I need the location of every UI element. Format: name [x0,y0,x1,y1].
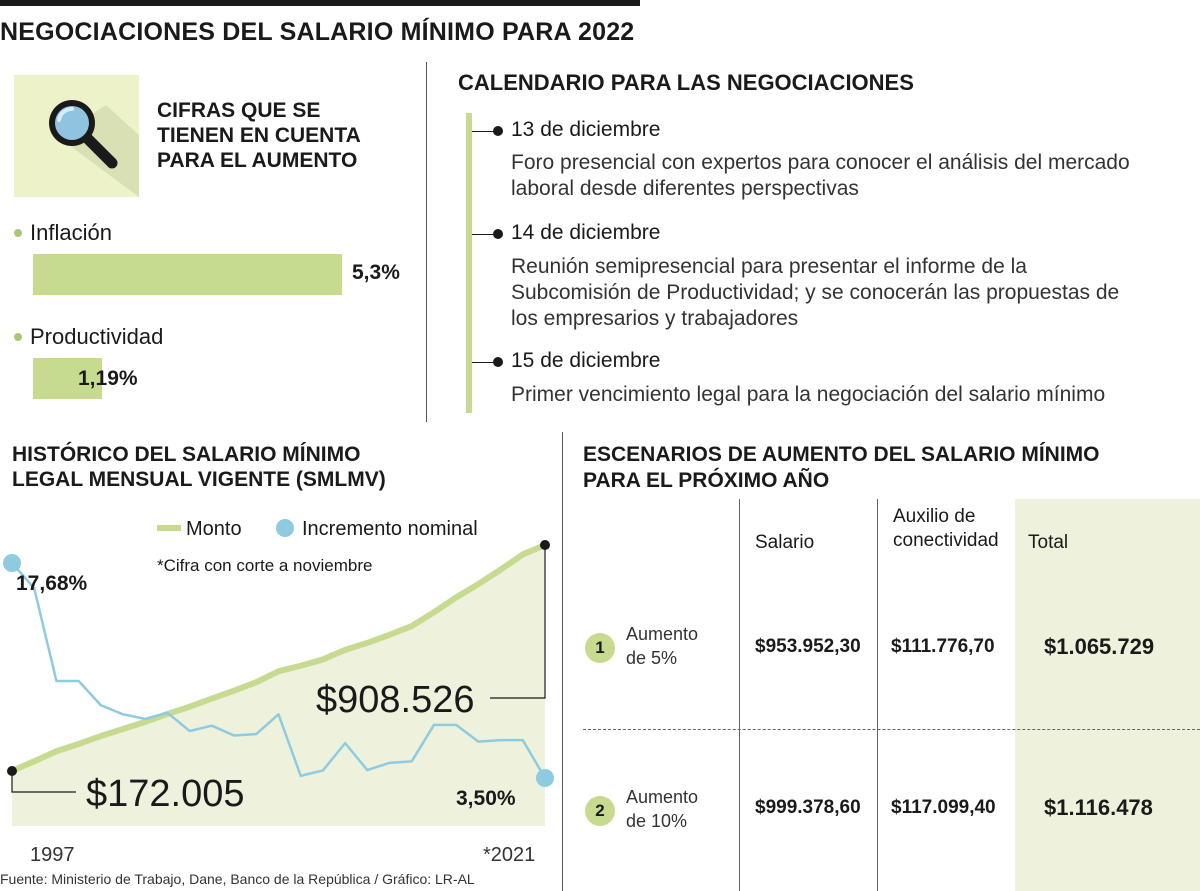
escenarios-title-line: ESCENARIOS DE AUMENTO DEL SALARIO MÍNIMO [583,443,1100,466]
row-label-line: de 10% [626,811,688,831]
row-number-badge: 2 [585,796,615,826]
col-head-auxilio-line: Auxilio de [893,506,976,527]
event-desc-line: los empresarios y trabajadores [511,307,799,330]
chart-note: *Cifra con corte a noviembre [157,556,372,575]
cifras-title-line: CIFRAS QUE SE [157,99,321,122]
escenarios-title: ESCENARIOS DE AUMENTO DEL SALARIO MÍNIMO… [583,442,1099,494]
factor-label-inflacion: Inflación [30,220,112,245]
row-number-badge: 1 [585,633,615,663]
bullet-dot [14,229,22,237]
event-desc-line: Foro presencial con expertos para conoce… [511,151,1130,174]
monto-area [12,545,545,826]
monto-end-leader [490,545,546,699]
legend-monto-label: Monto [186,518,242,540]
row-label-line: Aumento [626,787,699,807]
bar-inflacion [33,254,342,295]
cell-total: $1.065.729 [1044,634,1155,659]
row-label-line: de 5% [626,648,678,668]
incremento-end-point [536,769,554,787]
event-desc-line: laboral desde diferentes perspectivas [511,177,859,200]
event-connector [472,362,498,363]
total-column-background [1015,499,1200,891]
cifras-title: CIFRAS QUE SE TIENEN EN CUENTA PARA EL A… [157,98,361,173]
section-divider [426,62,427,422]
legend-incremento-swatch [276,519,294,537]
salary-history-chart: Monto Incremento nominal *Cifra con cort… [3,500,554,866]
row-separator [583,729,1200,730]
callouts [3,540,554,793]
monto-start-label: $172.005 [86,773,245,815]
event-desc-line: Primer vencimiento legal para la negocia… [511,383,1106,406]
column-divider [739,499,740,891]
magnifier-icon [49,100,139,197]
event-dot [493,229,503,239]
event-description: Foro presencial con expertos para conoce… [511,150,1191,202]
event-date: 14 de diciembre [511,221,661,244]
cell-total: $1.116.478 [1044,795,1153,820]
section-divider [562,432,563,891]
x-end-label: *2021 [483,844,535,866]
row-label: Aumento de 5% [626,622,698,670]
monto-start-leader [11,771,76,793]
event-connector [472,234,498,235]
page-title: NEGOCIACIONES DEL SALARIO MÍNIMO PARA 20… [0,18,635,46]
event-dot [493,357,503,367]
event-connector [472,131,498,132]
inc-start-label: 17,68% [16,572,88,595]
value-inflacion: 5,3% [352,261,400,284]
historico-title: HISTÓRICO DEL SALARIO MÍNIMO LEGAL MENSU… [12,442,386,492]
calendar-title: CALENDARIO PARA LAS NEGOCIACIONES [458,70,914,95]
monto-line [10,542,547,774]
col-head-salario: Salario [755,532,815,553]
incremento-line [11,562,547,779]
cifras-title-line: PARA EL AUMENTO [157,149,358,172]
cell-auxilio: $117.099,40 [891,797,996,818]
timeline-bar [466,113,472,413]
event-dot [493,126,503,136]
bullet-dot [14,333,22,341]
top-rule [0,0,640,6]
historico-title-line: LEGAL MENSUAL VIGENTE (SMLMV) [12,468,386,491]
row-label: Aumento de 10% [626,785,698,833]
incremento-start-point [3,554,21,572]
event-date: 13 de diciembre [511,118,661,141]
cell-auxilio: $111.776,70 [891,636,995,657]
col-head-total: Total [1028,532,1069,553]
inc-end-label: 3,50% [456,787,516,810]
magnifier-icon-box [14,75,139,197]
event-description: Reunión semipresencial para presentar el… [511,254,1191,332]
factor-label-productividad: Productividad [30,324,164,349]
cell-salario: $953.952,30 [755,636,861,657]
historico-title-line: HISTÓRICO DEL SALARIO MÍNIMO [12,443,361,466]
event-desc-line: Subcomisión de Productividad; y se conoc… [511,281,1120,304]
row-label-line: Aumento [626,624,699,644]
cifras-title-line: TIENEN EN CUENTA [157,124,361,147]
col-head-auxilio: Auxilio de conectividad [893,505,999,553]
x-start-label: 1997 [30,844,75,866]
event-description: Primer vencimiento legal para la negocia… [511,382,1191,408]
column-divider [877,499,878,891]
escenarios-title-line: PARA EL PRÓXIMO AÑO [583,469,830,492]
event-desc-line: Reunión semipresencial para presentar el… [511,255,1027,278]
bar-productividad [33,358,103,399]
col-head-auxilio-line: conectividad [893,530,999,551]
cell-salario: $999.378,60 [755,797,861,818]
source-note: Fuente: Ministerio de Trabajo, Dane, Ban… [0,871,475,887]
event-date: 15 de diciembre [511,349,661,372]
legend-incremento-label: Incremento nominal [302,518,478,540]
value-productividad: 1,19% [78,367,138,390]
monto-end-label: $908.526 [316,679,475,721]
